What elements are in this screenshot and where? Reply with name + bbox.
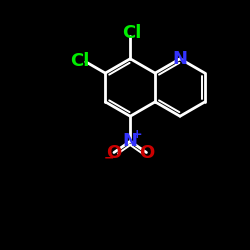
Text: Cl: Cl: [70, 52, 89, 70]
Text: O: O: [106, 144, 122, 162]
Text: N: N: [172, 50, 188, 68]
Text: O: O: [139, 144, 154, 162]
Text: N: N: [123, 132, 138, 150]
Text: −: −: [103, 152, 114, 164]
Text: +: +: [131, 128, 142, 141]
Text: Cl: Cl: [122, 24, 141, 42]
